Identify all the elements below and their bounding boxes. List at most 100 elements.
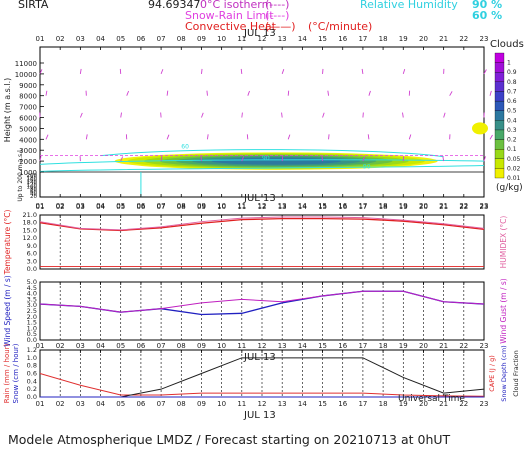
hour-label-rain: 20 <box>419 342 428 350</box>
wind-barb <box>483 69 487 75</box>
hour-label-cloud-strip: 15 <box>318 202 327 210</box>
colorbar-level-label: 0.3 <box>507 127 517 134</box>
hour-label-cloud-strip: 05 <box>116 202 125 210</box>
rain-ylabel-r1: CAPE (J / g) <box>488 355 496 392</box>
colorbar-level-label: 0.2 <box>507 137 517 144</box>
colorbar-level-label: 0.02 <box>507 165 521 172</box>
legend-isotherm: 0°C isotherm <box>200 0 272 11</box>
hour-label-cloud-strip: 09 <box>197 202 206 210</box>
hour-label-bottom: 21 <box>439 400 448 408</box>
colorbar-swatch <box>494 129 505 140</box>
hour-label-bottom: 19 <box>399 400 408 408</box>
hour-label-mid: 13 <box>278 203 287 211</box>
hour-label-rain: 21 <box>439 342 448 350</box>
temp-series-temperature <box>39 217 485 232</box>
colorbar-swatch <box>494 139 505 150</box>
hour-label-cloud-strip: 08 <box>177 202 186 210</box>
hour-label-rain: 08 <box>177 342 186 350</box>
hour-label-top: 23 <box>480 35 489 43</box>
wind-ytick: 2.5 <box>27 307 37 315</box>
hour-label-rain: 14 <box>298 342 307 350</box>
hour-label-top: 21 <box>439 35 448 43</box>
cloud-ytick-upper: 8000 <box>19 93 37 101</box>
hour-label-rain: 05 <box>116 342 125 350</box>
rain-ylabel-r3: Cloud Fraction <box>512 350 520 397</box>
hour-label-rain: 22 <box>459 342 468 350</box>
hour-label-mid: 03 <box>76 203 85 211</box>
wind-barb <box>45 134 49 140</box>
hour-label-top: 18 <box>379 35 388 43</box>
hour-label-cloud-strip: 21 <box>439 202 448 210</box>
wind-barb <box>449 91 453 96</box>
wind-barb <box>45 90 48 96</box>
hour-label-top: 20 <box>419 35 428 43</box>
wind-barb <box>367 134 370 140</box>
hour-label-rain: 11 <box>237 342 246 350</box>
hour-label-mid: 23 <box>480 203 489 211</box>
cloud-water-region <box>472 122 488 135</box>
wind-ytick: 5.0 <box>27 278 37 286</box>
hour-label-bottom: 16 <box>338 400 347 408</box>
cloud-panel: 60 90 90 <box>39 68 493 197</box>
wind-barb <box>281 69 285 75</box>
hour-label-mid: 11 <box>237 203 246 211</box>
hour-label-top: 01 <box>36 35 45 43</box>
colorbar-swatch <box>494 158 505 169</box>
wind-ytick: 4.0 <box>27 290 37 298</box>
legend-rh-90: 90 % <box>472 0 502 11</box>
hour-label-rain: 07 <box>157 342 166 350</box>
hour-label-rain: 18 <box>379 342 388 350</box>
cloud-ytick-upper: 3000 <box>19 147 37 155</box>
hour-label-bottom: 14 <box>298 400 307 408</box>
hour-label-top: 13 <box>278 35 287 43</box>
wind-barb <box>402 112 404 118</box>
hour-label-rain: 13 <box>278 342 287 350</box>
hour-label-top: 22 <box>459 35 468 43</box>
cloud-water-region <box>211 157 341 165</box>
date-label-bottom: JUL 13 <box>243 410 276 421</box>
hour-label-bottom: 15 <box>318 400 327 408</box>
colorbar-level-label: 0.7 <box>507 88 517 95</box>
temp-ylabel2: HUMIDEX (°C) <box>499 216 508 269</box>
rain-ytick: 0.2 <box>27 385 37 393</box>
temp-ylabel: Temperature (°C) <box>3 210 12 276</box>
hour-label-top: 07 <box>157 35 166 43</box>
wind-barb <box>166 134 170 140</box>
temp-ytick: 21.0 <box>23 211 37 219</box>
rh-contour-60 <box>100 149 444 158</box>
wind-barb <box>287 134 291 140</box>
colorbar-swatch <box>494 149 505 159</box>
rain-series-rain <box>39 373 485 397</box>
legend-snow-rain-dash: (----) <box>265 9 289 22</box>
hour-label-rain: 09 <box>197 342 206 350</box>
wind-barb <box>361 68 364 74</box>
hour-label-mid: 17 <box>358 203 367 211</box>
rain-ytick: 0.0 <box>27 393 37 401</box>
footer-forecast: Modele Atmospherique LMDZ / Forecast sta… <box>8 432 451 447</box>
hour-label-bottom: 06 <box>136 400 145 408</box>
hour-label-rain: 23 <box>480 342 489 350</box>
hour-label-top: 09 <box>197 35 206 43</box>
hour-label-mid: 12 <box>258 203 267 211</box>
cloud-ytick-upper: 1000 <box>19 169 37 177</box>
legend-rh: Relative Humidity <box>360 0 458 11</box>
hour-label-mid: 14 <box>298 203 307 211</box>
colorbar-level-label: 0.05 <box>507 156 521 163</box>
hour-label-mid: 21 <box>439 203 448 211</box>
rain-ytick: 1.2 <box>27 346 37 354</box>
station-coords: 94.69347 <box>148 0 201 11</box>
wind-ytick: 0.0 <box>27 336 37 344</box>
colorbar-swatch <box>494 91 505 102</box>
wind-barb <box>39 156 42 162</box>
colorbar-level-label: 1 <box>507 60 511 67</box>
hour-label-cloud-strip: 13 <box>278 202 287 210</box>
hour-label-top: 15 <box>318 35 327 43</box>
hour-label-mid: 01 <box>36 203 45 211</box>
wind-barb <box>126 90 130 96</box>
colorbar-title: Clouds <box>490 39 524 50</box>
hour-label-top: 05 <box>116 35 125 43</box>
colorbar-level-label: 0.1 <box>507 146 517 153</box>
hour-label-cloud-strip: 20 <box>419 202 428 210</box>
hour-label-top: 11 <box>237 35 246 43</box>
